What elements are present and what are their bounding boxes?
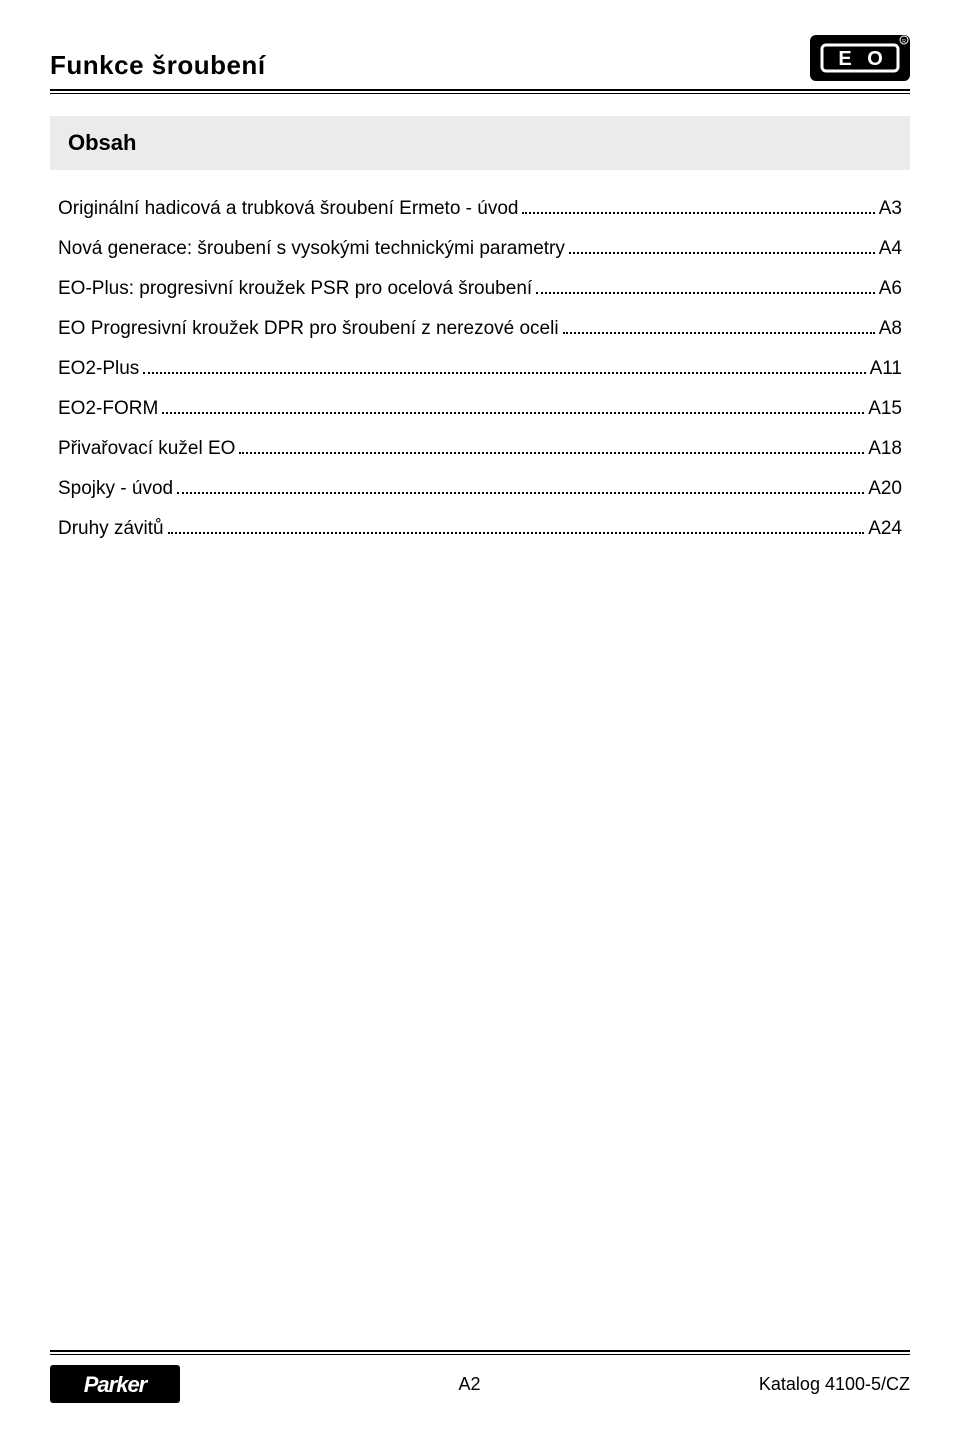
toc-row: Originální hadicová a trubková šroubení … <box>58 198 902 220</box>
toc-row: EO2-FORM A15 <box>58 398 902 420</box>
toc-label: EO Progresivní kroužek DPR pro šroubení … <box>58 318 559 340</box>
footer-divider <box>50 1350 910 1355</box>
toc-leader <box>168 532 865 534</box>
toc-label: Druhy závitů <box>58 518 164 540</box>
toc-leader <box>522 212 874 214</box>
toc-page: A3 <box>879 198 902 220</box>
header-divider <box>50 89 910 94</box>
toc-label: EO2-FORM <box>58 398 158 420</box>
toc-label: EO2-Plus <box>58 358 139 380</box>
eo-logo: E O R <box>810 35 910 81</box>
toc-page: A15 <box>868 398 902 420</box>
toc-row: Druhy závitů A24 <box>58 518 902 540</box>
toc-label: Přivařovací kužel EO <box>58 438 235 460</box>
page-footer: Parker A2 Katalog 4100-5/CZ <box>50 1350 910 1403</box>
section-title: Obsah <box>68 130 892 156</box>
toc-leader <box>569 252 875 254</box>
toc-leader <box>239 452 864 454</box>
toc-page: A20 <box>868 478 902 500</box>
section-box: Obsah <box>50 116 910 170</box>
svg-text:Parker: Parker <box>84 1372 149 1397</box>
table-of-contents: Originální hadicová a trubková šroubení … <box>50 198 910 540</box>
toc-row: EO2-Plus A11 <box>58 358 902 380</box>
toc-label: Originální hadicová a trubková šroubení … <box>58 198 518 220</box>
toc-page: A24 <box>868 518 902 540</box>
svg-text:O: O <box>867 48 883 70</box>
toc-page: A4 <box>879 238 902 260</box>
toc-row: Přivařovací kužel EO A18 <box>58 438 902 460</box>
toc-row: Nová generace: šroubení s vysokými techn… <box>58 238 902 260</box>
page-header: Funkce šroubení E O R <box>50 35 910 81</box>
toc-leader <box>162 412 864 414</box>
page-title: Funkce šroubení <box>50 50 266 81</box>
footer-page-number: A2 <box>180 1374 759 1395</box>
parker-logo: Parker <box>50 1365 180 1403</box>
toc-label: Nová generace: šroubení s vysokými techn… <box>58 238 565 260</box>
toc-row: EO Progresivní kroužek DPR pro šroubení … <box>58 318 902 340</box>
toc-leader <box>143 372 865 374</box>
toc-leader <box>536 292 875 294</box>
svg-text:E: E <box>838 48 851 70</box>
toc-page: A6 <box>879 278 902 300</box>
toc-row: EO-Plus: progresivní kroužek PSR pro oce… <box>58 278 902 300</box>
toc-page: A8 <box>879 318 902 340</box>
toc-row: Spojky - úvod A20 <box>58 478 902 500</box>
toc-label: Spojky - úvod <box>58 478 173 500</box>
toc-leader <box>563 332 875 334</box>
toc-page: A18 <box>868 438 902 460</box>
toc-leader <box>177 492 864 494</box>
toc-label: EO-Plus: progresivní kroužek PSR pro oce… <box>58 278 532 300</box>
svg-text:R: R <box>902 39 906 45</box>
toc-page: A11 <box>870 358 902 380</box>
footer-catalog: Katalog 4100-5/CZ <box>759 1374 910 1395</box>
